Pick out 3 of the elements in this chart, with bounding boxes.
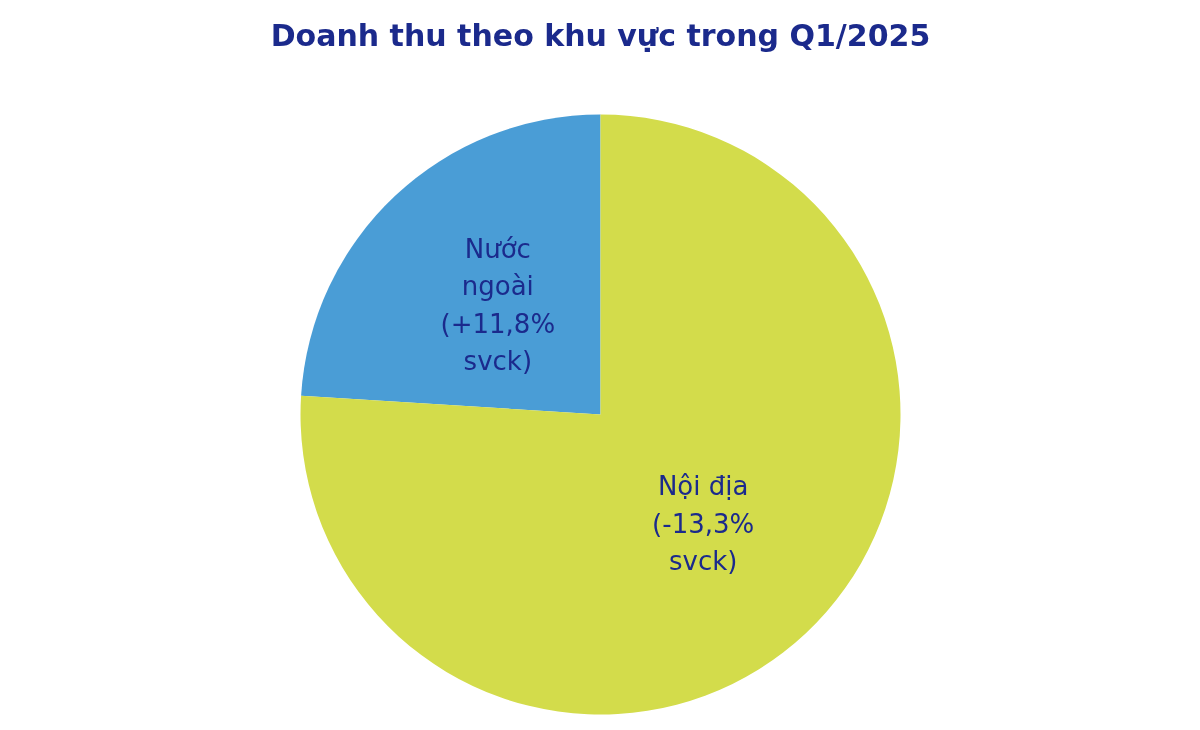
chart-title: Doanh thu theo khu vực trong Q1/2025 (270, 18, 931, 53)
slice-label: Nước ngoài (+11,8% svck) (440, 233, 556, 377)
slice-label: Nội địa (-13,3% svck) (652, 471, 755, 577)
